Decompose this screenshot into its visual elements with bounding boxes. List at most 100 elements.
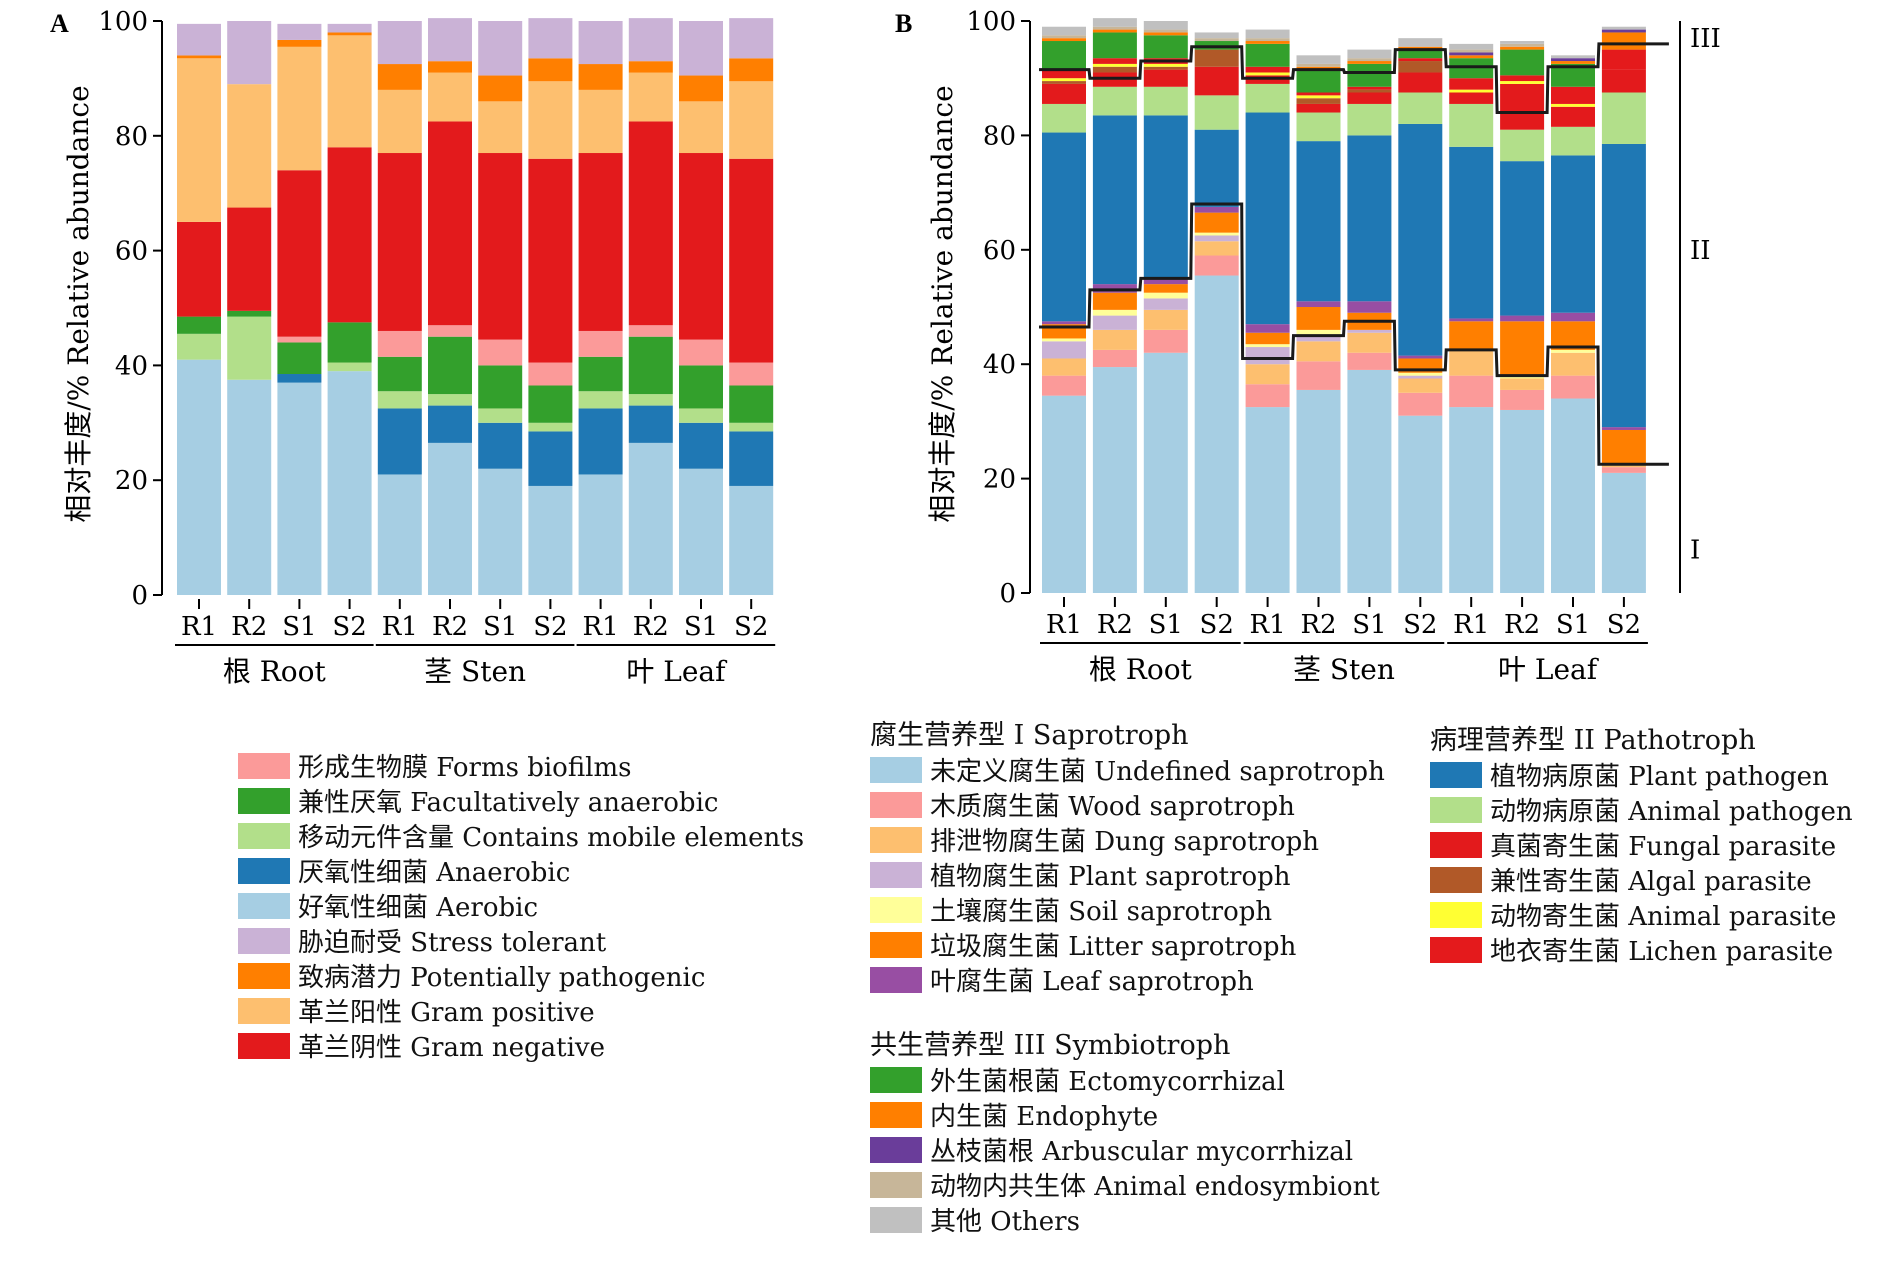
legend-item: 其他 Others [870,1202,1380,1237]
bar-segment [277,336,322,343]
legend-list-symbiotroph: 外生菌根菌 Ectomycorrhizal 内生菌 Endophyte 丛枝菌根 A… [870,1062,1380,1237]
x-tick-label: R1 [382,612,418,642]
legend-label: 排泄物腐生菌 Dung saprotroph [930,827,1319,857]
bar-segment [277,46,322,171]
bar-segment [1500,41,1545,44]
legend-swatch [238,787,290,814]
x-tick-label: S1 [684,612,718,642]
bar-segment [428,336,472,395]
bar-segment [679,408,723,423]
bar-segment [729,485,774,595]
bar-segment [277,342,322,375]
group-label: 茎 Sten [424,655,526,688]
x-tick-label: S1 [1352,610,1386,640]
bar-segment [1042,395,1086,593]
bar-segment [729,158,774,363]
legend-label: 植物病原菌 Plant pathogen [1490,762,1829,792]
bar-segment [1092,315,1137,330]
bar-segment [1042,83,1086,104]
bar-segment [1398,123,1443,356]
bar-segment [1042,375,1086,396]
bar-segment [1551,63,1595,87]
bar-segment [628,325,673,337]
y-tick-label: 60 [983,236,1016,266]
bar-segment [1143,63,1188,67]
bar-segment [1347,61,1392,64]
legend-b-saprotroph: 腐生营养型 I Saprotroph 未定义腐生菌 Undefined sapr… [870,712,1385,997]
bar-segment [327,147,372,323]
legend-swatch [870,1171,922,1198]
trophic-level-label: II [1690,236,1711,266]
bar-segment [327,35,372,148]
panel-label-b: B [895,9,912,38]
bar-segment [1092,329,1137,350]
bar-segment [578,391,623,409]
bar-segment [1296,307,1341,330]
legend-swatch [1430,866,1482,893]
bar-segment [1143,278,1188,285]
bar-segment [528,362,573,386]
bar-segment [679,153,723,340]
legend-swatch [1430,831,1482,858]
bar-segment [1551,375,1595,399]
y-tick-label: 20 [983,465,1016,495]
legend-label: 外生菌根菌 Ectomycorrhizal [930,1067,1285,1097]
bar-segment [428,442,472,595]
legend-item: 真菌寄生菌 Fungal parasite [1430,827,1853,862]
bar-segment [628,394,673,406]
bar-segment [628,72,673,122]
legend-item: 排泄物腐生菌 Dung saprotroph [870,822,1385,857]
bar-segment [177,221,221,317]
bar-segment [227,316,272,380]
legend-swatch [238,997,290,1024]
bar-segment [1042,103,1086,133]
bar-segment [1143,32,1188,36]
legend-swatch [870,966,922,993]
bar-segment [628,442,673,595]
bar-segment [628,18,673,62]
bar-segment [628,336,673,395]
bar-segment [1449,43,1494,50]
bar-segment [1449,318,1494,322]
legend-swatch [238,892,290,919]
legend-swatch [870,1206,922,1233]
bar-segment [578,153,623,331]
bar-segment [1296,112,1341,142]
bar-segment [1347,103,1392,136]
bar-segment [1500,321,1545,376]
group-label: 茎 Sten [1293,653,1395,686]
legend-item: 木质腐生菌 Wood saprotroph [870,787,1385,822]
bar-segment [478,365,523,409]
legend-label: 革兰阴性 Gram negative [298,1033,605,1063]
bar-segment [1245,344,1290,348]
bar-segment [1296,301,1341,307]
legend-title-saprotroph: 腐生营养型 I Saprotroph [870,719,1189,751]
bar-segment [578,356,623,392]
bar-segment [1296,341,1341,362]
bar-segment [1042,132,1086,322]
legend-b-pathotroph: 病理营养型 II Pathotroph 植物病原菌 Plant pathogen… [1430,717,1853,967]
bar-segment [1296,63,1341,67]
bar-segment [1194,66,1239,96]
bar-segment [1551,58,1595,62]
y-tick-label: 100 [98,7,148,37]
bar-segment [1092,115,1137,285]
trophic-level-label: I [1690,535,1700,565]
legend-item: 未定义腐生菌 Undefined saprotroph [870,752,1385,787]
bar-segment [1245,41,1290,44]
bar-segment [1551,321,1595,350]
bar-segment [1245,66,1290,73]
bar-segment [1092,26,1137,30]
legend-label: 地衣寄生菌 Lichen parasite [1490,937,1834,967]
bar-segment [1347,329,1392,333]
bar-segment [1449,146,1494,319]
bar-segment [578,21,623,65]
bar-segment [1449,92,1494,104]
bar-segment [1398,372,1443,376]
bar-segment [1194,32,1239,39]
bar-segment [428,325,472,337]
bar-segment [1143,35,1188,59]
legend-item: 动物寄生菌 Animal parasite [1430,897,1853,932]
bar-segment [729,362,774,386]
bar-segment [1092,58,1137,64]
